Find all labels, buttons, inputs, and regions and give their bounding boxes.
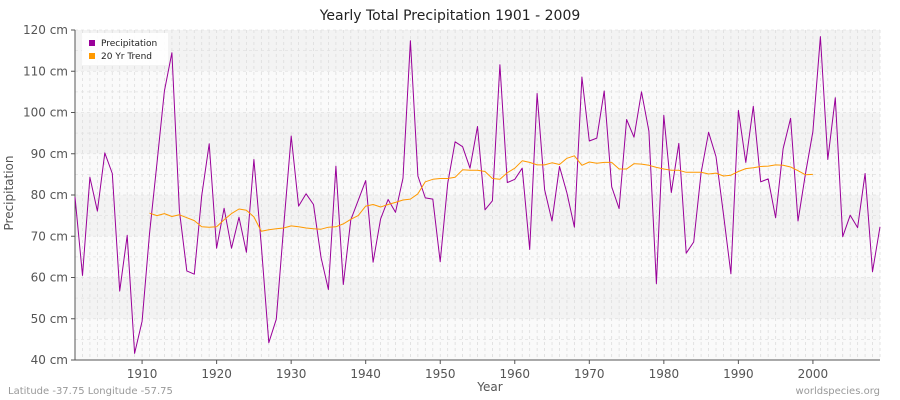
y-tick-label: 80 cm bbox=[31, 188, 68, 202]
x-tick-label: 1980 bbox=[649, 367, 680, 381]
series-line-20-yr-trend bbox=[149, 155, 813, 232]
legend-swatch-precipitation bbox=[89, 40, 95, 46]
x-axis-label: Year bbox=[476, 380, 502, 394]
y-tick-label: 40 cm bbox=[31, 353, 68, 367]
y-tick-label: 100 cm bbox=[23, 106, 68, 120]
series-layer bbox=[74, 36, 881, 354]
x-tick-label: 1920 bbox=[201, 367, 232, 381]
y-tick-label: 50 cm bbox=[31, 312, 68, 326]
x-tick-label: 1990 bbox=[723, 367, 754, 381]
x-tick-label: 1930 bbox=[276, 367, 307, 381]
y-tick-label: 60 cm bbox=[31, 271, 68, 285]
x-tick-label: 1970 bbox=[574, 367, 605, 381]
footer-source: worldspecies.org bbox=[796, 386, 880, 397]
chart-title: Yearly Total Precipitation 1901 - 2009 bbox=[319, 8, 581, 24]
y-axis-label: Precipitation bbox=[2, 155, 16, 230]
x-tick-label: 1940 bbox=[350, 367, 381, 381]
x-tick-label: 1910 bbox=[127, 367, 158, 381]
footer-coordinates: Latitude -37.75 Longitude -57.75 bbox=[8, 386, 173, 397]
x-tick-label: 1950 bbox=[425, 367, 456, 381]
series-line-precipitation bbox=[74, 36, 881, 354]
legend-box bbox=[82, 33, 168, 65]
axes: 40 cm 50 cm 60 cm 70 cm 80 cm 90 cm 100 cm 110 … bbox=[23, 23, 880, 381]
legend-label-trend: 20 Yr Trend bbox=[101, 52, 152, 62]
legend-swatch-trend bbox=[89, 53, 95, 59]
legend: Precipitation 20 Yr Trend bbox=[82, 33, 168, 65]
y-tick-label: 120 cm bbox=[23, 23, 68, 37]
legend-label-precipitation: Precipitation bbox=[101, 39, 157, 49]
x-tick-label: 1960 bbox=[499, 367, 530, 381]
y-tick-label: 70 cm bbox=[31, 229, 68, 243]
grid-lines bbox=[74, 29, 881, 361]
x-tick-label: 2000 bbox=[798, 367, 829, 381]
y-tick-label: 90 cm bbox=[31, 147, 68, 161]
y-tick-label: 110 cm bbox=[23, 64, 68, 78]
